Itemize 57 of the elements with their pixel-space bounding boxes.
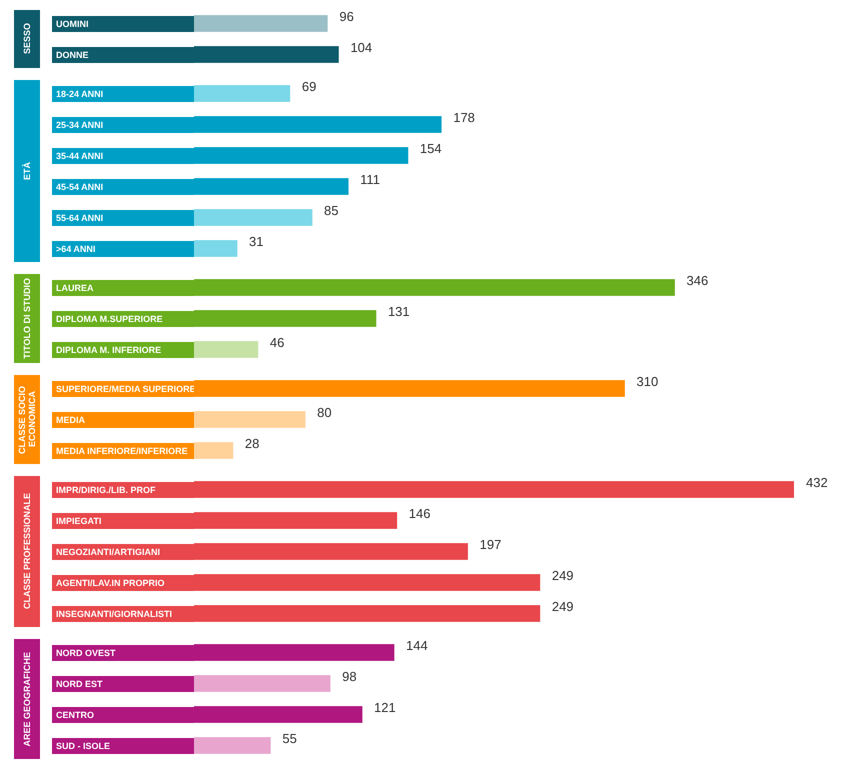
y-tick-label: 45-54 ANNI	[52, 178, 194, 194]
y-tick-label: MEDIA INFERIORE/INFERIORE	[52, 442, 194, 458]
text: SESSO	[22, 23, 32, 54]
data-label: 55	[282, 731, 297, 746]
data-label: 249	[552, 568, 574, 584]
y-tick-label: >64 ANNI	[52, 240, 194, 256]
data-label: 69	[302, 79, 316, 94]
y-tick-label: DIPLOMA M. INFERIORE	[52, 342, 194, 358]
data-label: 178	[453, 110, 475, 126]
y-tick-label: SUD - ISOLE	[52, 738, 194, 754]
data-label: 104	[350, 40, 372, 56]
bar	[194, 85, 290, 102]
data-label: 28	[244, 436, 260, 452]
data-label: 31	[249, 234, 264, 250]
text: CLASSE SOCIO ECONOMICA	[17, 377, 37, 462]
bar	[194, 675, 330, 692]
data-label: 310	[636, 374, 658, 390]
data-label: 96	[339, 9, 354, 24]
data-label: 432	[806, 475, 828, 490]
text: ETÀ	[22, 162, 32, 180]
y-tick-label: UOMINI	[52, 16, 194, 32]
text: CLASSE PROFESSIONALE	[22, 493, 32, 610]
data-label: 111	[360, 172, 380, 188]
bar	[194, 737, 271, 754]
y-tick-label: SUPERIORE/MEDIA SUPERIORE	[52, 380, 196, 396]
y-tick-label: LAUREA	[52, 280, 194, 296]
data-label: 249	[552, 599, 574, 614]
bar	[194, 209, 312, 226]
y-tick-label: MEDIA	[52, 412, 194, 428]
data-label: 80	[317, 405, 332, 420]
bar	[194, 240, 238, 257]
data-label: 46	[270, 335, 284, 350]
data-label: 197	[480, 537, 502, 552]
y-tick-label: NEGOZIANTI/ARTIGIANI	[52, 544, 194, 560]
y-tick-label: NORD OVEST	[52, 644, 194, 660]
data-label: 85	[324, 203, 339, 218]
data-label: 144	[406, 638, 428, 654]
data-label: 346	[686, 273, 708, 288]
text: TITOLO DI STUDIO	[22, 278, 32, 359]
y-tick-label: NORD EST	[52, 676, 194, 692]
y-tick-label: IMPIEGATI	[52, 512, 194, 528]
y-tick-label: DIPLOMA M.SUPERIORE	[52, 310, 194, 326]
data-label: 131	[388, 304, 410, 320]
y-tick-label: 35-44 ANNI	[52, 148, 194, 164]
y-tick-label: INSEGNANTI/GIORNALISTI	[52, 606, 194, 622]
data-label: 146	[408, 506, 430, 522]
data-label: 154	[420, 141, 442, 156]
text: AREE GEOGRAFICHE	[22, 652, 32, 746]
data-label: 121	[374, 700, 396, 716]
y-tick-label: 18-24 ANNI	[52, 86, 194, 102]
y-tick-label: AGENTI/LAV.IN PROPRIO	[52, 574, 194, 590]
y-tick-label: IMPR/DIRIG./LIB. PROF	[52, 482, 194, 498]
y-tick-label: CENTRO	[52, 706, 194, 722]
data-label: 98	[342, 669, 357, 684]
y-tick-label: DONNE	[52, 46, 194, 62]
y-tick-label: 55-64 ANNI	[52, 210, 194, 226]
y-tick-label: 25-34 ANNI	[52, 116, 194, 132]
